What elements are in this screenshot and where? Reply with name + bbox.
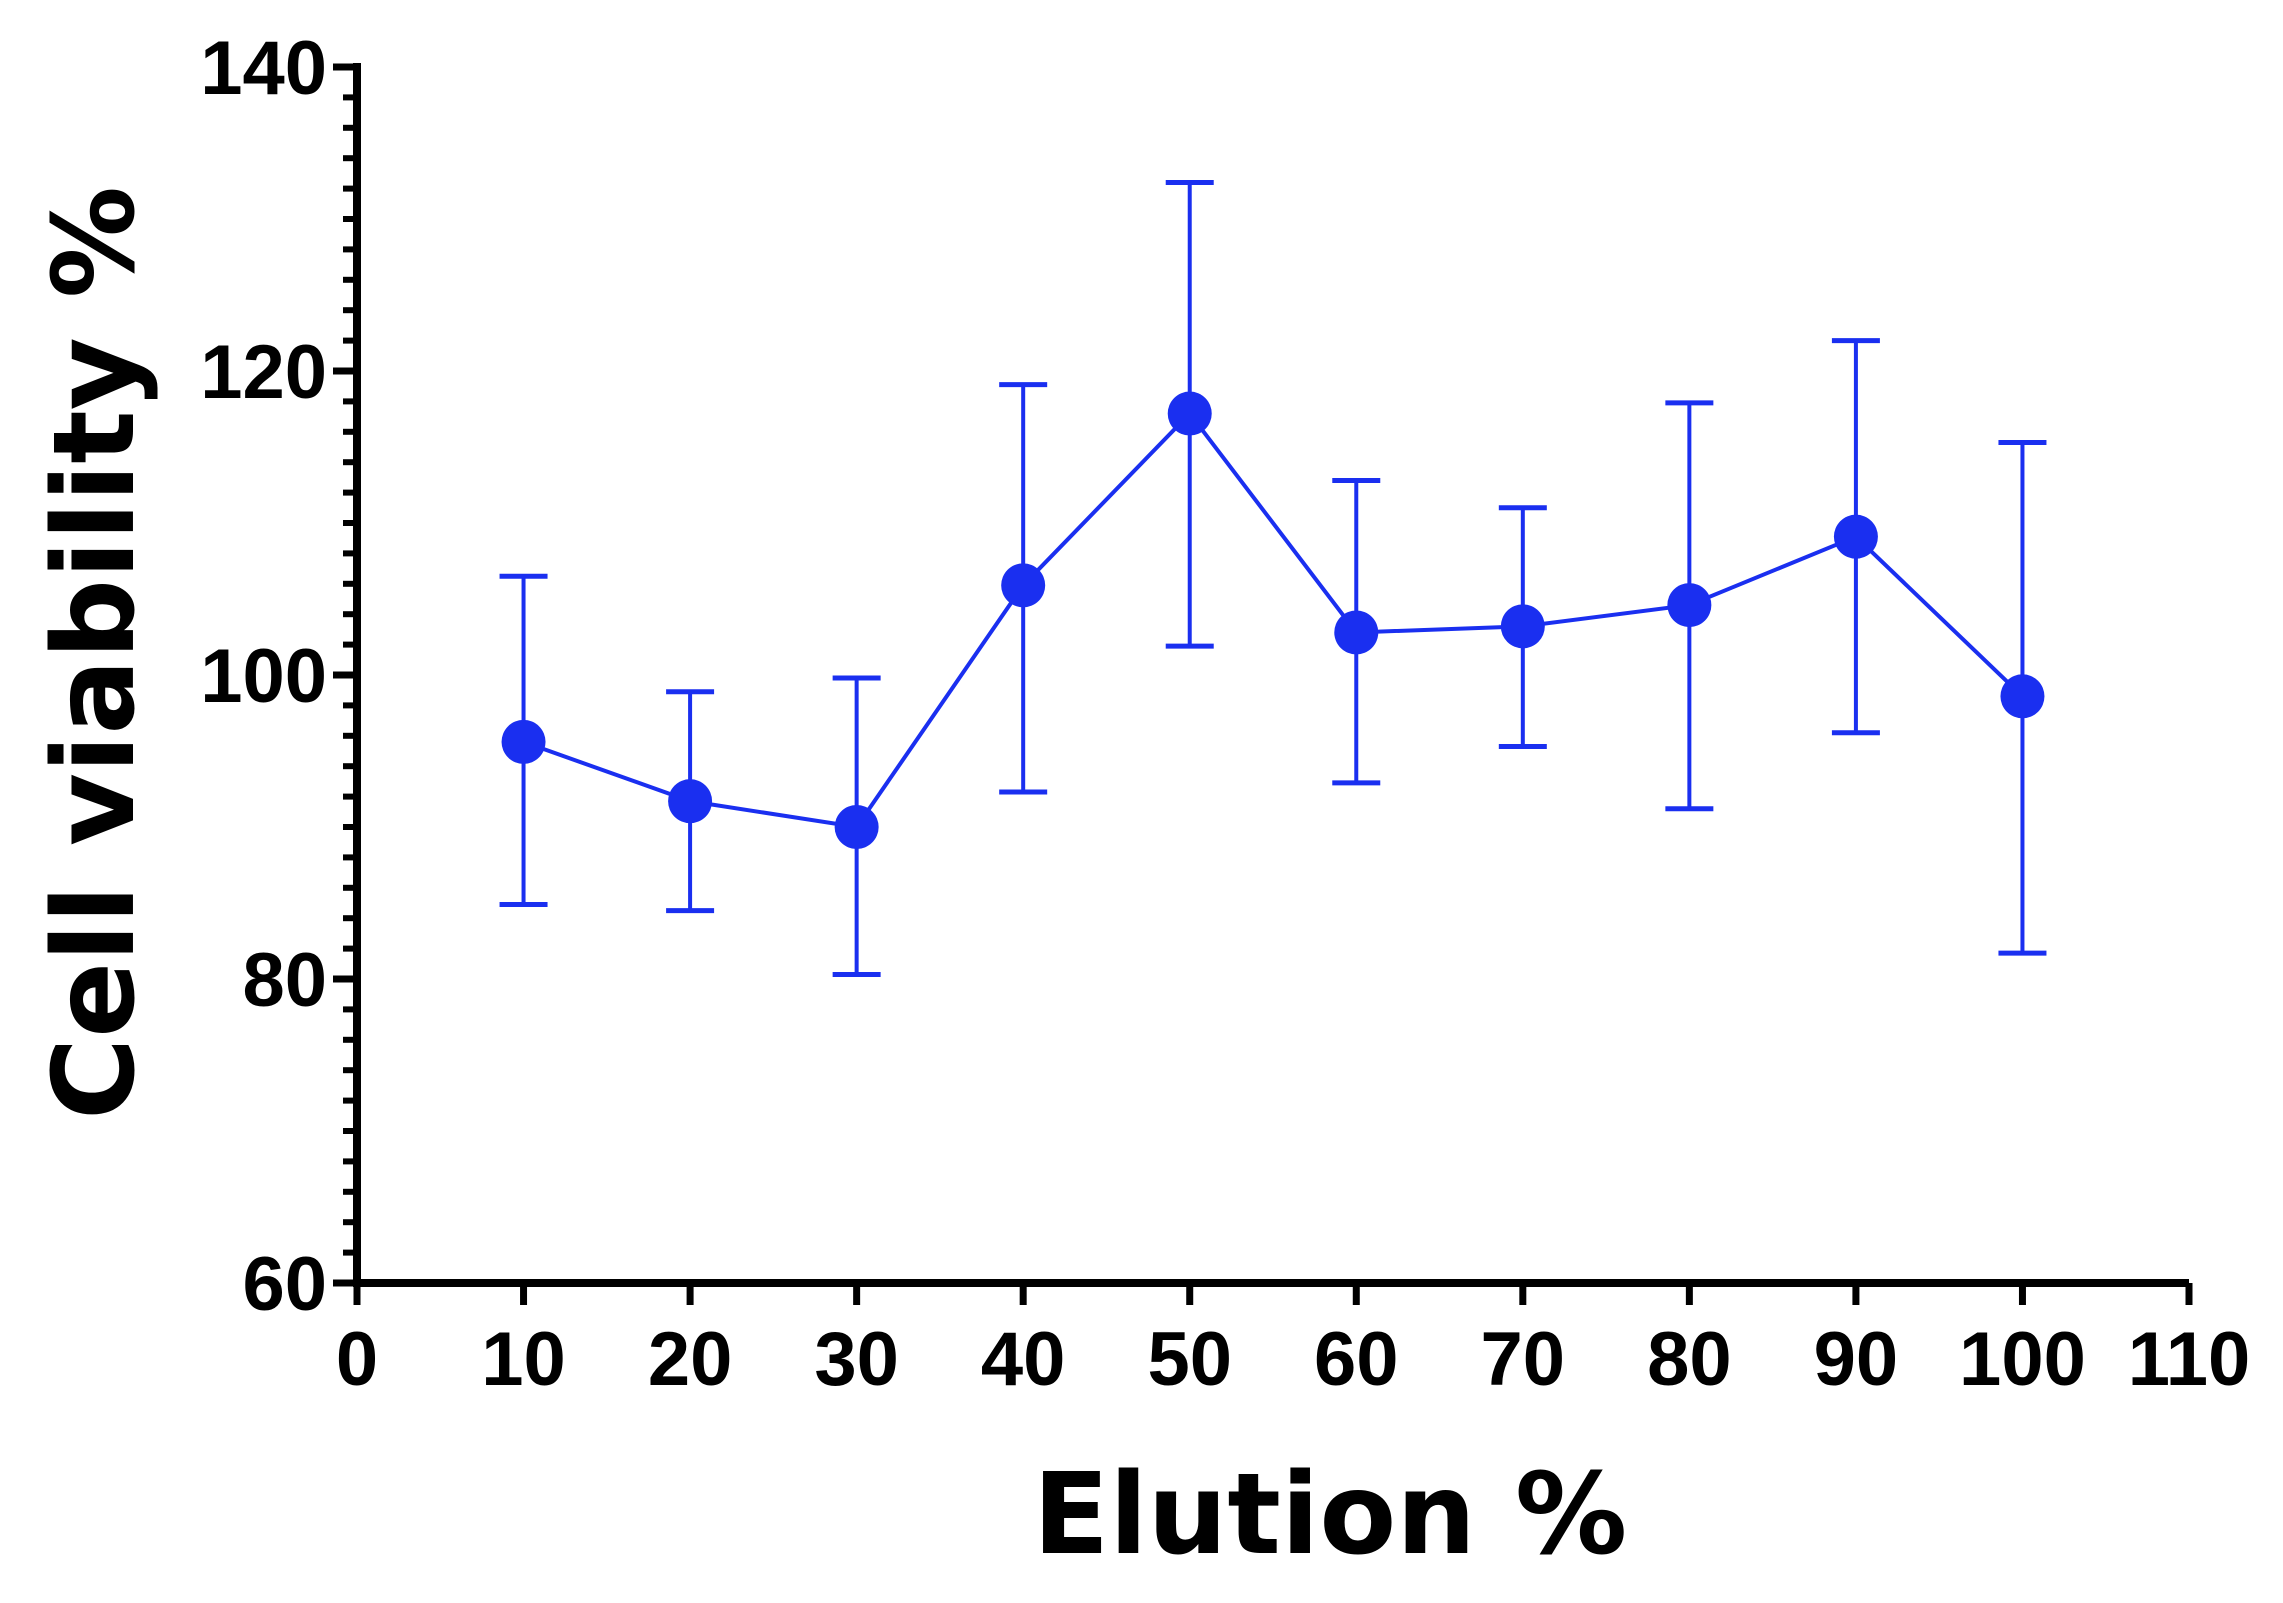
data-point: [1001, 563, 1046, 608]
x-tick-labels: 0 10 20 30 40 50 60 70 80 90 100 110: [336, 1317, 2250, 1402]
x-tick-label: 30: [814, 1317, 899, 1402]
data-point: [1667, 583, 1712, 628]
series-line-group: [522, 410, 2024, 830]
y-tick-label: 140: [200, 26, 327, 111]
data-point: [1833, 514, 1878, 559]
data-point: [2000, 674, 2045, 719]
y-tick-label: 120: [200, 330, 327, 415]
x-tick-label: 20: [648, 1317, 733, 1402]
x-tick-label: 70: [1481, 1317, 1566, 1402]
x-tick-label: 0: [336, 1317, 378, 1402]
y-tick-label: 80: [242, 938, 327, 1023]
y-axis-title: Cell viability %: [30, 186, 160, 1120]
x-tick-label: 60: [1314, 1317, 1399, 1402]
x-tick-label: 40: [981, 1317, 1066, 1402]
data-point: [834, 805, 879, 849]
x-tick-label: 80: [1647, 1317, 1732, 1402]
x-axis-title: Elution %: [1033, 1450, 1627, 1580]
y-tick-labels: 60 80 100 120 140: [200, 26, 327, 1327]
x-tick-label: 90: [1814, 1317, 1899, 1402]
series-line: [522, 410, 2024, 830]
error-bars: [499, 180, 2047, 977]
data-points: [501, 391, 2045, 849]
data-point: [668, 779, 713, 824]
data-point: [1500, 604, 1545, 649]
x-tick-label: 100: [1959, 1317, 2086, 1402]
y-tick-label: 60: [242, 1242, 327, 1327]
data-point: [501, 719, 546, 764]
x-tick-label: 50: [1147, 1317, 1232, 1402]
data-point: [1167, 391, 1212, 436]
x-tick-label: 10: [481, 1317, 566, 1402]
data-point: [1334, 610, 1379, 655]
x-tick-label: 110: [2128, 1317, 2251, 1402]
y-tick-label: 100: [200, 634, 327, 719]
